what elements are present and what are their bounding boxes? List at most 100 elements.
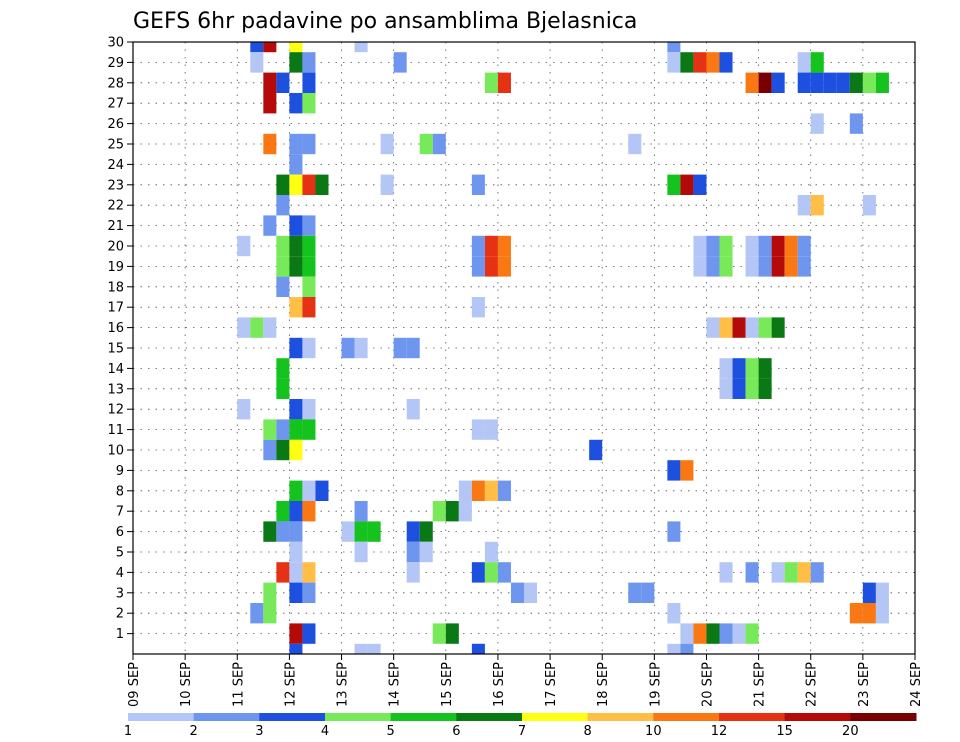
- chart-title: GEFS 6hr padavine po ansamblima Bjelasni…: [133, 9, 637, 34]
- heatmap-cell: [250, 42, 264, 53]
- heatmap-cell: [771, 72, 785, 93]
- x-tick-label: 18 SEP: [596, 662, 611, 707]
- heatmap-cell: [302, 72, 316, 93]
- heatmap-cell: [289, 174, 303, 195]
- heatmap-cell: [263, 42, 277, 53]
- heatmap-cell: [732, 378, 746, 399]
- heatmap-cell: [497, 562, 511, 583]
- heatmap-cell: [263, 72, 277, 93]
- heatmap-cell: [289, 582, 303, 603]
- heatmap-cell: [719, 623, 733, 644]
- heatmap-cell: [784, 235, 798, 257]
- heatmap-cell: [732, 358, 746, 379]
- colorbar: 1 2 3 4 5 6 7 8 10 12 15 20: [124, 713, 917, 739]
- colorbar-swatch: [390, 713, 457, 721]
- x-tick-label: 11 SEP: [231, 662, 246, 707]
- heatmap-cell: [745, 256, 759, 277]
- heatmap-cell: [719, 256, 733, 277]
- heatmap-cell: [797, 235, 811, 257]
- heatmap-cell: [380, 133, 394, 155]
- heatmap-cell: [745, 623, 759, 644]
- heatmap-cell: [302, 419, 316, 440]
- heatmap-cell: [471, 235, 485, 257]
- heatmap-cell: [445, 501, 459, 522]
- heatmap-cell: [497, 235, 511, 257]
- heatmap-cell: [263, 582, 277, 603]
- heatmap-cell: [289, 439, 303, 461]
- heatmap-cell: [432, 133, 446, 155]
- heatmap-cell: [419, 133, 433, 155]
- heatmap-cell: [758, 317, 772, 338]
- x-tick-label: 22 SEP: [805, 662, 820, 707]
- x-tick-label: 24 SEP: [909, 662, 924, 707]
- y-tick-label: 25: [107, 138, 124, 153]
- y-tick-label: 14: [107, 362, 124, 377]
- heatmap-cell: [693, 174, 707, 195]
- colorbar-label: 7: [518, 724, 526, 739]
- heatmap-cell: [745, 235, 759, 257]
- heatmap-cells: [237, 42, 889, 654]
- heatmap-cell: [419, 521, 433, 542]
- colorbar-swatch: [193, 713, 260, 721]
- heatmap-cell: [276, 501, 290, 522]
- heatmap-cell: [276, 174, 290, 195]
- heatmap-cell: [276, 235, 290, 257]
- heatmap-cell: [706, 235, 720, 257]
- heatmap-cell: [732, 623, 746, 644]
- y-tick-label: 1: [116, 627, 124, 642]
- heatmap-cell: [315, 480, 329, 501]
- heatmap-cell: [289, 297, 303, 318]
- heatmap-cell: [758, 72, 772, 93]
- colorbar-label: 4: [321, 724, 329, 739]
- heatmap-cell: [263, 317, 277, 338]
- heatmap-cell: [276, 256, 290, 277]
- heatmap-cell: [693, 52, 707, 73]
- heatmap-cell: [289, 643, 303, 654]
- heatmap-cell: [276, 521, 290, 542]
- y-tick-label: 12: [107, 403, 124, 418]
- heatmap-cell: [341, 337, 355, 359]
- y-tick-label: 29: [107, 56, 124, 71]
- heatmap-cell: [524, 582, 538, 603]
- heatmap-cell: [302, 276, 316, 297]
- heatmap-cell: [849, 603, 863, 624]
- y-tick-label: 18: [107, 280, 124, 295]
- x-tick-label: 09 SEP: [127, 662, 142, 707]
- heatmap-cell: [302, 562, 316, 583]
- y-tick-label: 22: [107, 199, 124, 214]
- heatmap-cell: [667, 460, 681, 481]
- heatmap-cell: [862, 582, 876, 603]
- heatmap-cell: [263, 215, 277, 236]
- colorbar-label: 5: [387, 724, 395, 739]
- heatmap-cell: [237, 399, 251, 420]
- heatmap-cell: [823, 72, 837, 93]
- x-tick-label: 13 SEP: [336, 662, 351, 707]
- heatmap-cell: [302, 501, 316, 522]
- heatmap-cell: [289, 480, 303, 501]
- heatmap-cell: [484, 235, 498, 257]
- heatmap-cell: [667, 603, 681, 624]
- heatmap-cell: [354, 337, 368, 359]
- heatmap-cell: [471, 419, 485, 440]
- heatmap-cell: [367, 521, 381, 542]
- heatmap-cell: [862, 72, 876, 93]
- heatmap-cell: [276, 378, 290, 399]
- y-tick-label: 17: [107, 301, 124, 316]
- heatmap-cell: [263, 439, 277, 461]
- heatmap-cell: [354, 643, 368, 654]
- heatmap-cell: [771, 256, 785, 277]
- heatmap-cell: [237, 235, 251, 257]
- heatmap-cell: [706, 256, 720, 277]
- heatmap-cell: [406, 337, 420, 359]
- y-tick-label: 2: [116, 607, 124, 622]
- heatmap-cell: [471, 562, 485, 583]
- y-tick-label: 15: [107, 342, 124, 357]
- colorbar-label: 2: [190, 724, 198, 739]
- y-tick-label: 13: [107, 382, 124, 397]
- heatmap-cell: [745, 358, 759, 379]
- heatmap-cell: [302, 52, 316, 73]
- heatmap-cell: [810, 113, 824, 134]
- colorbar-label: 8: [584, 724, 592, 739]
- heatmap-cell: [471, 480, 485, 501]
- heatmap-cell: [393, 52, 407, 73]
